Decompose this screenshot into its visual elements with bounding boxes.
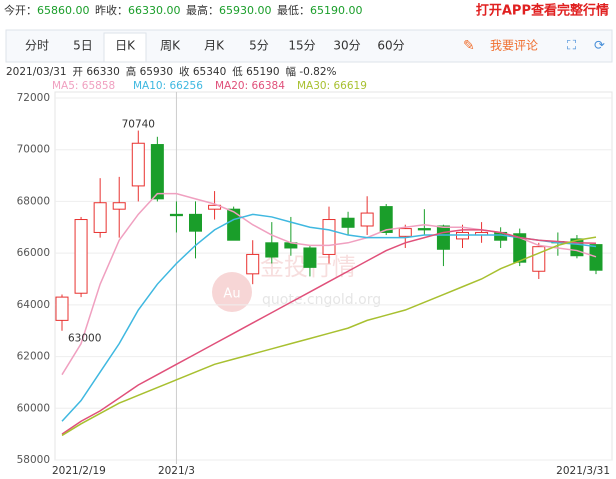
watermark: Au 金投行情 quote.cngold.org (212, 253, 381, 312)
candle-body (246, 253, 260, 275)
candle-body (532, 246, 546, 272)
y-tick-label: 68000 (17, 195, 50, 207)
quote-value: 65860.00 (37, 4, 90, 17)
info-item: 高 65930 (126, 65, 173, 78)
candle-body (436, 225, 450, 250)
candle-body (398, 228, 412, 237)
legend-entry: MA5: 65858 (52, 80, 115, 92)
candle-body (189, 213, 202, 232)
candle-body (227, 208, 241, 241)
tab[interactable]: 60分 (377, 39, 404, 53)
candle-body (589, 244, 603, 271)
tab[interactable]: 周K (160, 39, 181, 53)
quote-label: 昨收： (95, 3, 128, 17)
candle-body (112, 202, 126, 210)
y-tick-label: 62000 (17, 351, 50, 363)
legend-entry: MA10: 66256 (133, 80, 203, 92)
y-tick-label: 58000 (17, 454, 50, 466)
info-item: 2021/03/31 (6, 66, 67, 78)
ma-line (61, 236, 597, 437)
tab[interactable]: 15分 (288, 39, 315, 53)
quote-value: 65190.00 (310, 4, 363, 17)
candle-body (360, 212, 374, 227)
candle-body (93, 202, 107, 233)
y-tick-label: 60000 (17, 402, 50, 414)
info-item: 幅 -0.82% (286, 65, 337, 78)
candle-body (322, 219, 336, 255)
y-tick-label: 72000 (17, 92, 50, 104)
quote-label: 最高： (186, 3, 219, 17)
watermark-logo (212, 272, 252, 312)
promo[interactable]: 打开APP查看完整行情 (476, 3, 609, 19)
candle-body (74, 219, 88, 294)
x-tick-label: 2021/3/31 (556, 465, 610, 477)
quote-value: 66330.00 (128, 4, 181, 17)
candle-body (417, 228, 431, 231)
tab[interactable]: 5分 (249, 39, 269, 53)
quote-label: 今开： (4, 3, 37, 17)
candle-body (131, 142, 145, 187)
active-tab-bg (103, 32, 147, 63)
legend-entry: MA20: 66384 (215, 80, 285, 92)
candle-body (379, 206, 393, 233)
x-tick-label: 2021/2/19 (52, 465, 106, 477)
tab[interactable]: 分时 (25, 39, 49, 53)
candle-body (303, 247, 317, 268)
quote-value: 65930.00 (219, 4, 272, 17)
tab[interactable]: 5日 (73, 39, 93, 53)
candle-body (513, 233, 527, 263)
candle-body (169, 213, 183, 217)
quote-label: 最低： (277, 4, 310, 17)
refresh-icon[interactable]: ⟳ (594, 39, 605, 54)
expand-icon[interactable]: ⛶ (566, 39, 577, 54)
y-tick-label: 64000 (17, 299, 50, 311)
y-tick-label: 70000 (17, 144, 50, 156)
candle-body (265, 242, 279, 258)
tab[interactable]: 30分 (333, 39, 360, 53)
watermark-url: quote.cngold.org (262, 292, 381, 308)
max-annotation: 70740 (122, 119, 155, 131)
info-item: 开 66330 (73, 66, 120, 78)
info-item: 收 65340 (179, 65, 226, 78)
ma-line (61, 213, 597, 422)
tab[interactable]: 月K (204, 39, 225, 53)
ma-line (61, 229, 597, 435)
candle-body (55, 296, 69, 321)
candle-body (341, 217, 355, 228)
min-annotation: 63000 (68, 333, 101, 345)
comment-icon[interactable]: ✎ (463, 38, 475, 54)
legend-entry: MA30: 66619 (297, 80, 367, 92)
candle-body (150, 144, 164, 200)
comment[interactable]: 我要评论 (490, 39, 538, 53)
y-tick-label: 66000 (17, 247, 50, 259)
watermark-logo-text: Au (223, 287, 240, 302)
tab[interactable]: 日K (115, 39, 136, 53)
x-tick-label: 2021/3 (158, 465, 195, 477)
info-item: 低 65190 (232, 65, 279, 78)
